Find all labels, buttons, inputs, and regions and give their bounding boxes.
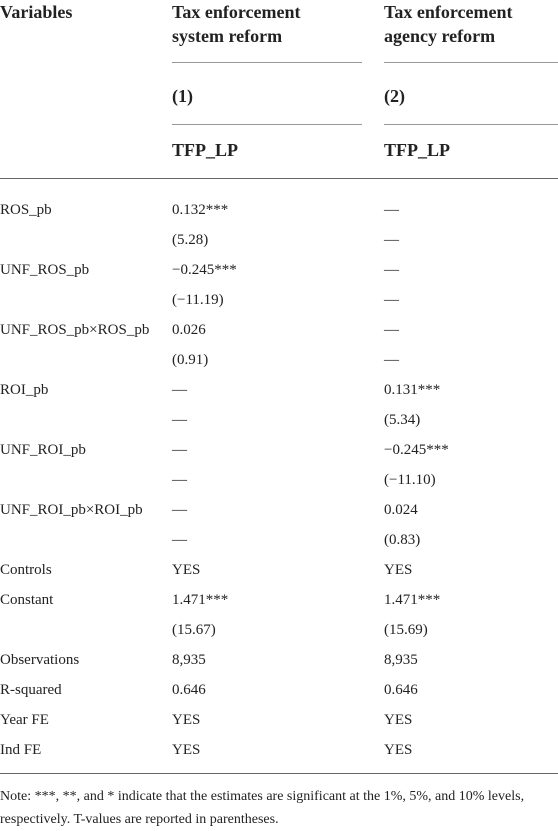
table-cell: YES <box>172 742 201 758</box>
table-cell: (−11.19) <box>172 292 224 308</box>
table-cell: — <box>384 202 399 218</box>
table-cell: — <box>384 262 399 278</box>
dependent-variable: TFP_LP <box>172 140 238 160</box>
column-number: (2) <box>384 86 405 106</box>
table-cell: YES <box>172 712 201 728</box>
header-rule <box>172 62 362 63</box>
bottom-rule <box>0 773 558 774</box>
header-rule <box>172 124 362 125</box>
table-cell: −0.245*** <box>384 442 449 458</box>
column-number: (1) <box>172 86 193 106</box>
table-cell: 1.471*** <box>172 592 229 608</box>
table-cell: 0.646 <box>384 682 418 698</box>
table-cell: (5.34) <box>384 412 421 428</box>
row-label: Constant <box>0 592 54 608</box>
table-cell: (0.83) <box>384 532 421 548</box>
dependent-variable: TFP_LP <box>384 140 450 160</box>
table-cell: 8,935 <box>172 652 206 668</box>
table-cell: — <box>172 442 187 458</box>
body-rule <box>0 178 558 179</box>
table-cell: (15.69) <box>384 622 428 638</box>
table-cell: (0.91) <box>172 352 209 368</box>
table-cell: — <box>384 292 399 308</box>
table-cell: 8,935 <box>384 652 418 668</box>
table-cell: YES <box>384 712 413 728</box>
table-cell: YES <box>172 562 201 578</box>
column-header: Tax enforcement agency reform <box>384 2 513 46</box>
row-label: UNF_ROS_pb×ROS_pb <box>0 322 150 338</box>
row-label: Controls <box>0 562 52 578</box>
table-cell: 1.471*** <box>384 592 441 608</box>
row-label: Ind FE <box>0 742 42 758</box>
table-cell: 0.132*** <box>172 202 229 218</box>
row-label: ROI_pb <box>0 382 49 398</box>
row-label: ROS_pb <box>0 202 52 218</box>
row-label: Year FE <box>0 712 49 728</box>
column-header: Variables <box>0 2 73 22</box>
table-cell: 0.646 <box>172 682 206 698</box>
table-cell: — <box>384 232 399 248</box>
row-label: Observations <box>0 652 80 668</box>
table-cell: 0.026 <box>172 322 206 338</box>
table-cell: — <box>172 502 187 518</box>
row-label: UNF_ROS_pb <box>0 262 90 278</box>
table-cell: — <box>384 322 399 338</box>
table-cell: −0.245*** <box>172 262 237 278</box>
table-cell: YES <box>384 742 413 758</box>
header-rule <box>384 62 558 63</box>
row-label: R-squared <box>0 682 62 698</box>
table-cell: (5.28) <box>172 232 209 248</box>
table-cell: — <box>384 352 399 368</box>
table-cell: (−11.10) <box>384 472 436 488</box>
table-cell: — <box>172 472 187 488</box>
table-cell: — <box>172 532 187 548</box>
table-cell: (15.67) <box>172 622 216 638</box>
row-label: UNF_ROI_pb×ROI_pb <box>0 502 143 518</box>
column-header: Tax enforcement system reform <box>172 2 301 46</box>
table-note: Note: ***, **, and * indicate that the e… <box>0 789 525 827</box>
table-cell: — <box>172 382 187 398</box>
table-cell: 0.024 <box>384 502 418 518</box>
table-cell: YES <box>384 562 413 578</box>
row-label: UNF_ROI_pb <box>0 442 86 458</box>
table-cell: 0.131*** <box>384 382 441 398</box>
header-rule <box>384 124 558 125</box>
table-cell: — <box>172 412 187 428</box>
